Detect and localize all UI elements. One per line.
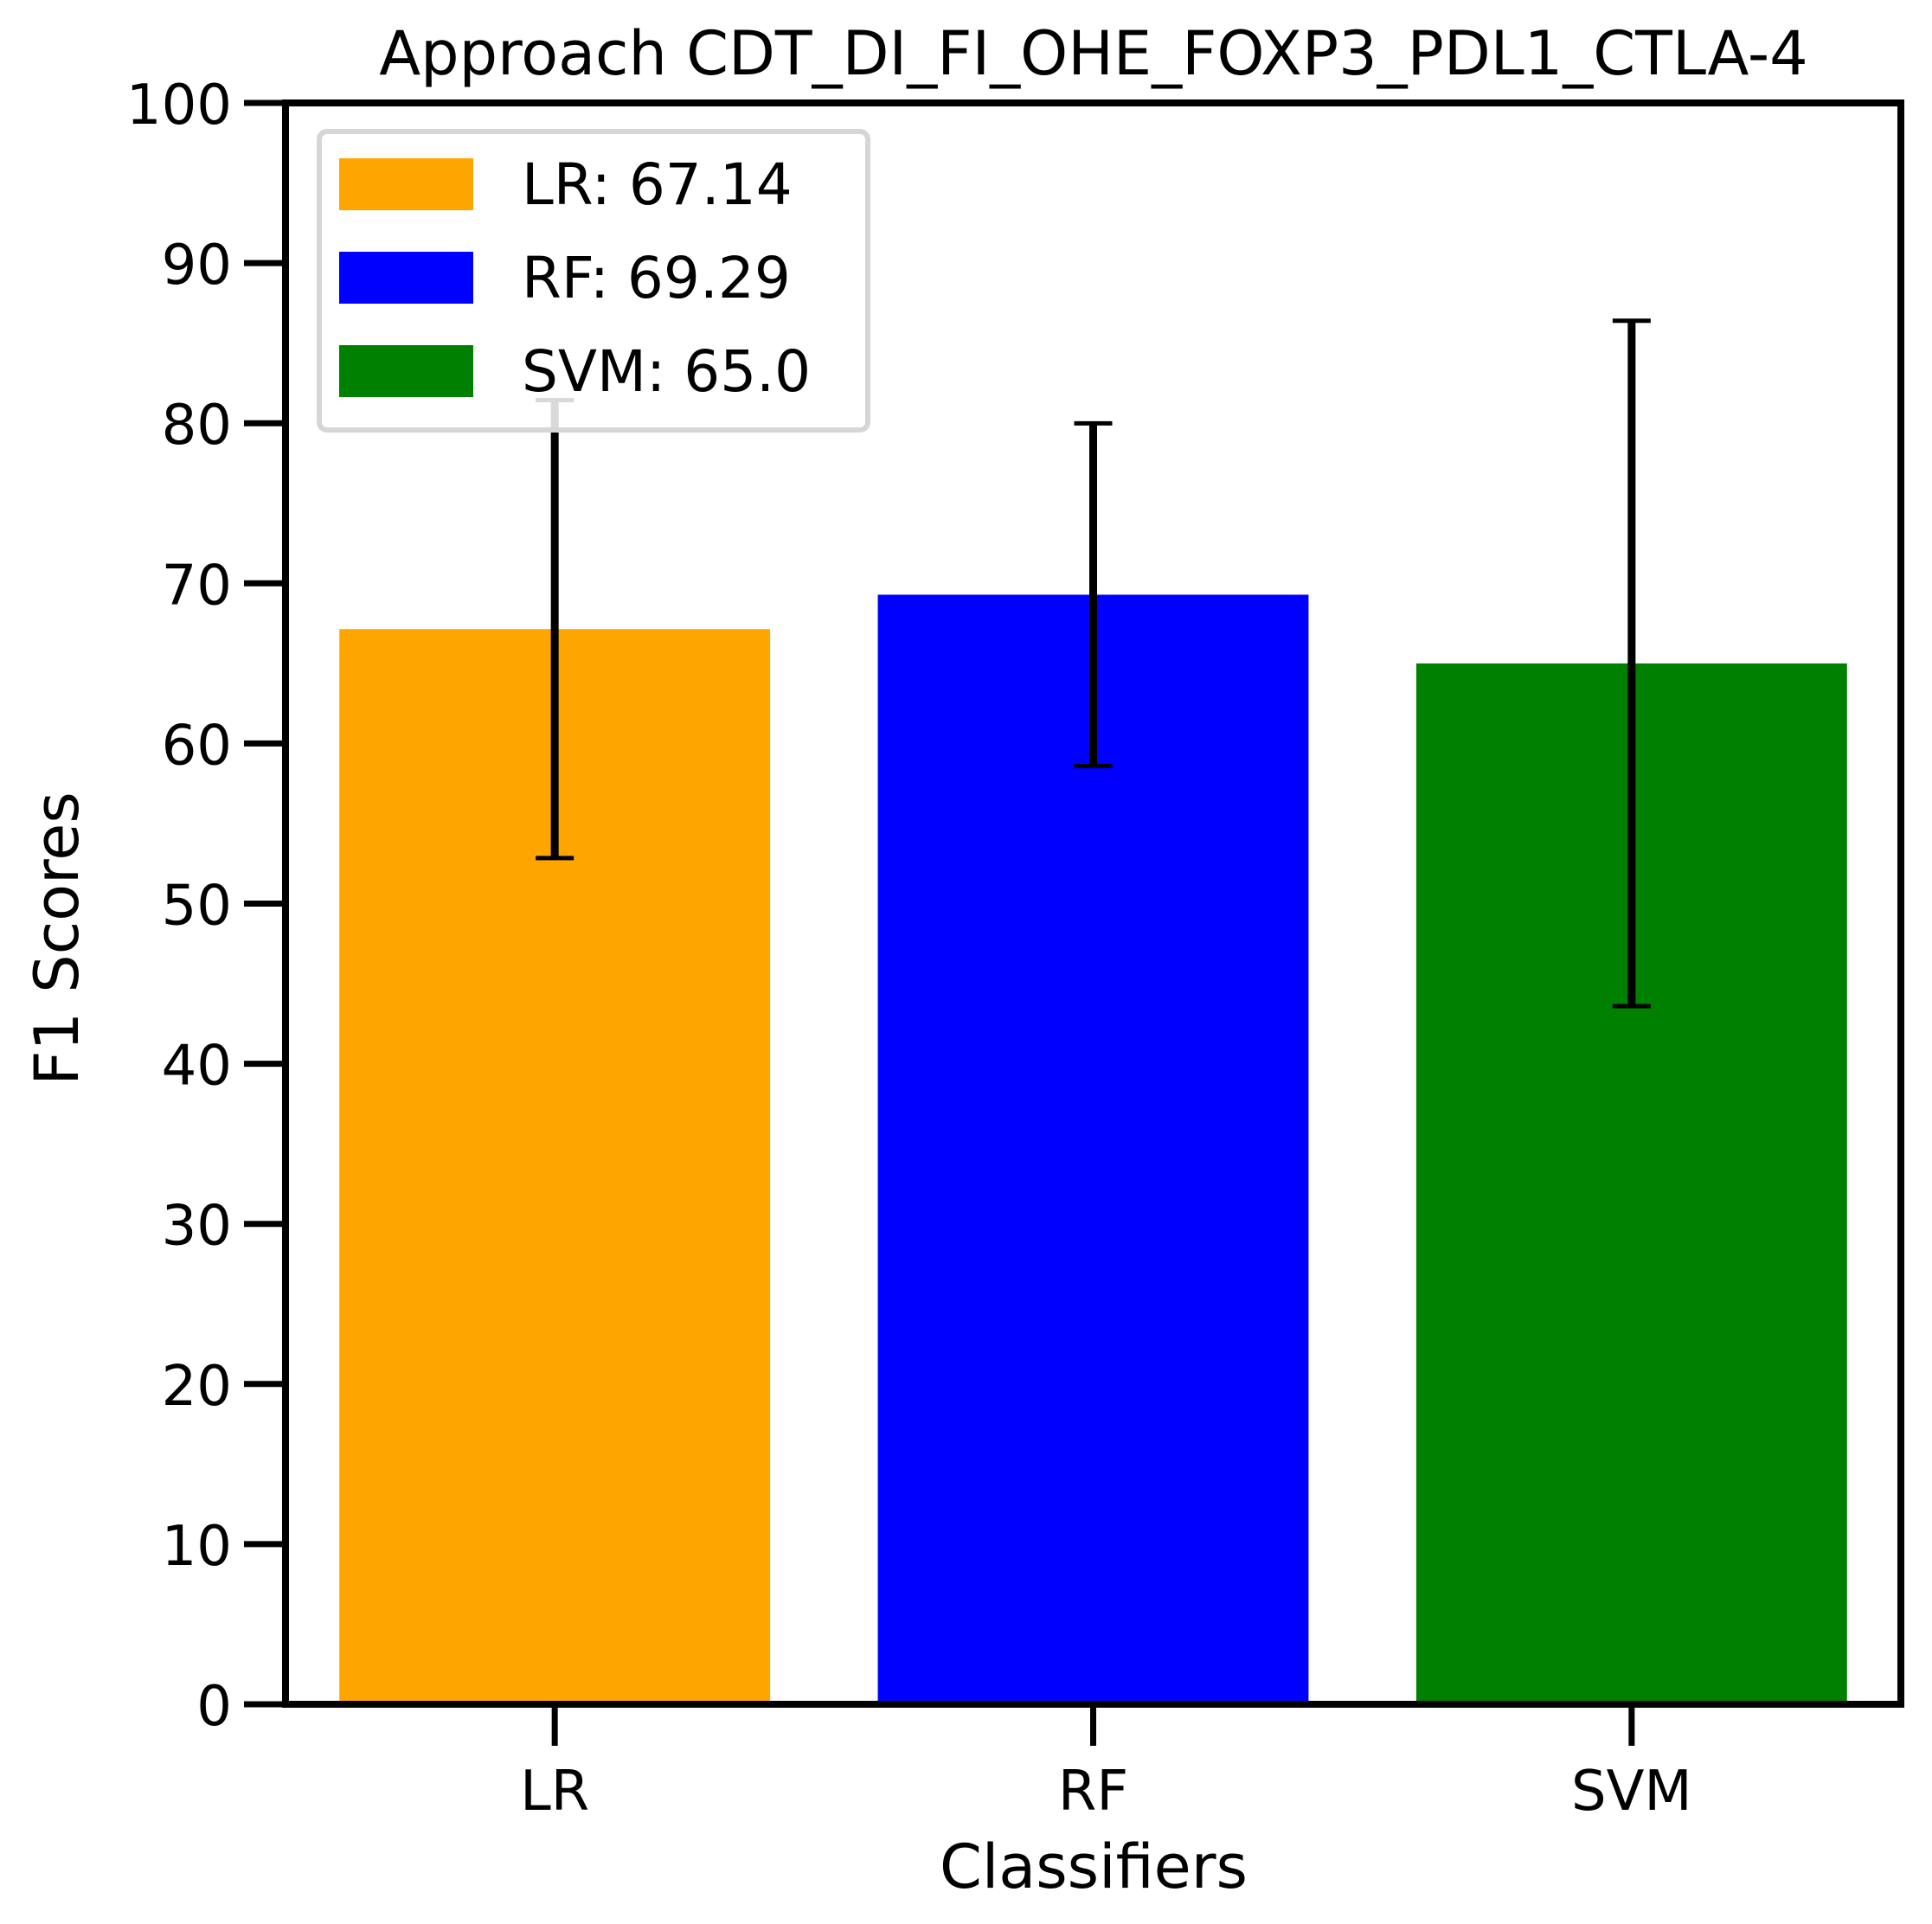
legend-swatch: [339, 158, 473, 210]
y-tick-label: 50: [162, 875, 232, 939]
y-tick-label: 0: [196, 1675, 232, 1739]
y-tick-label: 90: [162, 234, 232, 298]
error-bars-layer: [536, 318, 1651, 1009]
y-tick-label: 100: [126, 74, 232, 138]
x-tick-label: LR: [520, 1760, 589, 1824]
y-axis: 0 10 20 30 40 50 60 70 80 90 100: [126, 74, 286, 1739]
y-tick-label: 60: [162, 714, 232, 778]
y-tick-label: 30: [162, 1195, 232, 1259]
plot-frame: [282, 99, 1904, 1708]
y-tick-label: 10: [162, 1515, 232, 1579]
chart-title: Approach CDT_DI_FI_OHE_FOXP3_PDL1_CTLA-4: [379, 18, 1807, 89]
bar-rf: [877, 594, 1309, 1704]
legend-label: RF: 69.29: [522, 245, 791, 311]
x-tick-label: RF: [1058, 1760, 1128, 1824]
y-axis-label: F1 Scores: [22, 792, 93, 1086]
y-tick-label: 70: [162, 554, 232, 618]
x-axis-label: Classifiers: [940, 1831, 1248, 1902]
legend: LR: 67.14 RF: 69.29 SVM: 65.0: [317, 129, 870, 433]
legend-label: SVM: 65.0: [522, 338, 811, 405]
y-tick-label: 20: [162, 1355, 232, 1419]
legend-label: LR: 67.14: [522, 151, 793, 218]
x-tick-label: SVM: [1571, 1760, 1692, 1824]
legend-swatch: [339, 252, 473, 304]
x-axis: LR RF SVM: [520, 1704, 1692, 1824]
y-tick-label: 40: [162, 1035, 232, 1099]
legend-swatch: [339, 345, 473, 397]
y-tick-label: 80: [162, 394, 232, 458]
